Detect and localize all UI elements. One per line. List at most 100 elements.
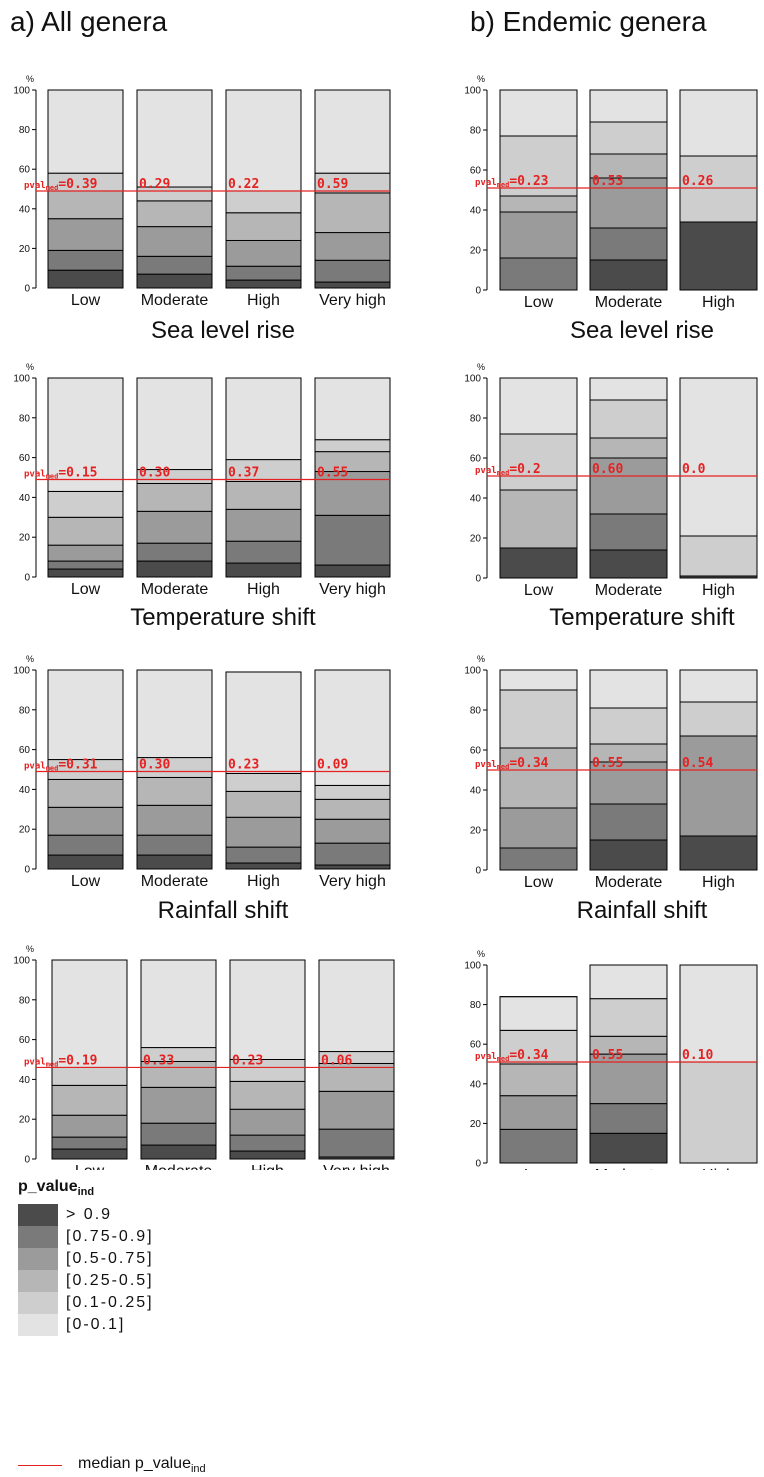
bar-segment [589,1132,668,1164]
category-label: High [247,292,280,309]
bar-segment [51,1136,128,1150]
pval-median-label: pvalmed=0.34 [475,756,549,771]
panel-b-title: b) Endemic genera [470,6,707,37]
bar-segment [47,377,124,492]
pval-median-label: 0.53 [592,174,623,189]
chart-grid: 0 20 40 60 80 100% Low Moderate High Very high pva… [13,74,758,1170]
bar-segment [314,232,391,261]
pval-median-label: 0.30 [139,757,170,772]
bar-segment [589,761,668,805]
category-label: High [251,1163,284,1170]
y-tick-label: 100 [464,86,481,97]
y-axis-unit: % [477,362,485,372]
bar-outline [140,959,217,1160]
pval-median-label: 0.29 [139,177,170,192]
legend: p_valueind > 0.9 [0.75-0.9] [0.5-0.75] [0.2… [18,1178,154,1337]
bar-outline [314,669,391,870]
legend-title: p_valueind [18,1178,95,1199]
bar-segment [51,1148,128,1160]
pval-median-label: 0.60 [592,462,623,477]
bar-segment [499,1128,578,1164]
bar-segment [225,239,302,267]
bar-segment [140,1086,217,1124]
y-tick-label: 80 [19,705,31,716]
bar-segment [679,89,758,157]
pval-median-label: 0.30 [139,465,170,480]
bar-outline [225,377,302,578]
bar-segment [225,562,302,578]
bar-segment [225,862,302,870]
bar-segment [679,221,758,291]
bar-segment [318,959,395,1053]
bar-segment [136,854,213,870]
bar-segment [589,121,668,155]
legend-swatch [18,1292,58,1315]
y-tick-label: 0 [24,1155,30,1166]
chart-title: Temperature shift [549,604,735,631]
category-label: Low [71,581,101,598]
bar-outline [136,377,213,578]
y-tick-label: 80 [470,1000,482,1011]
y-tick-label: 60 [470,454,482,465]
legend-item: [0.25-0.5] [18,1270,154,1293]
bar-segment [499,996,578,1031]
bar-segment [318,1128,395,1158]
bar-outline [136,669,213,870]
bar-segment [679,377,758,537]
bar-segment [589,669,668,709]
bar-segment [225,846,302,864]
bar-outline [589,964,668,1164]
bar-segment [47,834,124,856]
panel-a-title: a) All genera [10,6,168,37]
median-line-swatch [18,1464,62,1466]
category-label: Low [524,582,554,599]
y-axis-unit: % [477,654,485,664]
chart-panel: 0 20 40 60 80 100% Low Moderate High pvalmed=0.34… [464,949,758,1170]
y-tick-label: 0 [475,1159,481,1170]
pval-median-label: 0.59 [317,177,348,192]
category-label: High [702,294,735,311]
legend-swatch [18,1270,58,1293]
bar-segment [589,964,668,1000]
bar-segment [589,89,668,123]
pval-median-label: pvalmed=0.2 [475,462,541,477]
category-label: Low [71,292,101,309]
bar-segment [499,257,578,291]
pval-median-label: 0.22 [228,177,259,192]
y-tick-label: 20 [19,533,31,544]
bar-segment [314,784,391,800]
bar-segment [229,1108,306,1136]
legend-label: [0.1-0.25] [66,1294,154,1312]
y-axis-unit: % [26,74,34,84]
bar-segment [229,1150,306,1160]
bar-segment [225,480,302,510]
y-tick-label: 40 [19,493,31,504]
bar-segment [589,549,668,579]
bar-segment [314,514,391,566]
bar-segment [499,669,578,691]
bar-outline [229,959,306,1160]
bar-outline [679,964,758,1164]
bar-segment [589,259,668,291]
bar-outline [47,89,124,289]
bar-segment [314,89,391,174]
bar-segment [589,437,668,459]
bar-segment [140,1144,217,1160]
category-label: Moderate [141,873,209,890]
bar-segment [499,1063,578,1097]
bar-segment [679,835,758,871]
bar-outline [314,377,391,578]
bar-segment [47,89,124,174]
bar-segment [136,834,213,856]
y-tick-label: 20 [470,246,482,257]
bar-segment [499,377,578,435]
bar-outline [318,959,395,1160]
y-tick-label: 20 [19,825,31,836]
y-tick-label: 0 [24,573,30,584]
pval-median-label: 0.23 [232,1053,263,1068]
bar-segment [225,508,302,542]
bar-outline [589,89,668,291]
y-tick-label: 80 [19,125,31,136]
y-tick-label: 20 [470,1119,482,1130]
y-tick-label: 0 [24,284,30,295]
